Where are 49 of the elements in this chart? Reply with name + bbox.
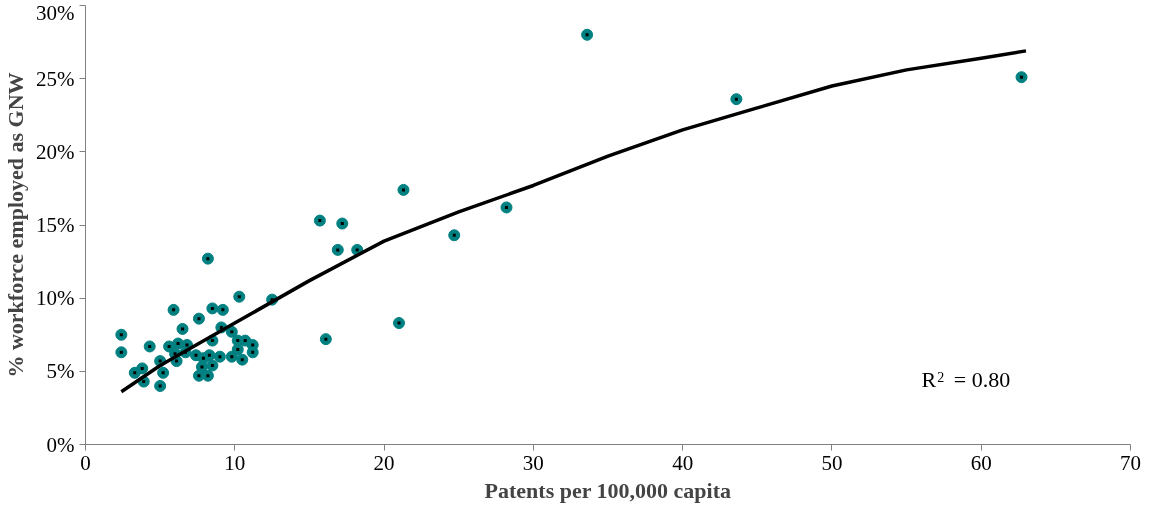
point	[128, 366, 141, 379]
x-tick-label: 50	[821, 450, 843, 475]
point	[336, 217, 349, 230]
point	[216, 303, 229, 316]
x-tick-label: 70	[1120, 450, 1141, 475]
point	[581, 28, 594, 41]
y-tick-label: 30%	[36, 0, 75, 25]
point	[157, 366, 170, 379]
point	[730, 93, 743, 106]
point	[313, 214, 326, 227]
point	[176, 322, 189, 335]
point	[225, 350, 238, 363]
point	[143, 340, 156, 353]
point	[233, 290, 246, 303]
point	[236, 353, 249, 366]
y-tick-label: 10%	[36, 286, 75, 311]
point	[397, 183, 410, 196]
point	[331, 243, 344, 256]
point	[189, 349, 202, 362]
point	[393, 317, 405, 330]
y-tick-label: 20%	[36, 139, 75, 164]
point	[500, 201, 513, 214]
y-tick-label: 0%	[46, 432, 75, 457]
point	[167, 303, 180, 316]
point	[206, 359, 219, 372]
y-tick-label: 15%	[36, 213, 75, 237]
y-tick-label: 25%	[36, 66, 75, 91]
x-tick-label: 60	[970, 450, 992, 475]
point	[115, 328, 128, 341]
x-tick-label: 0	[80, 450, 91, 475]
line-series	[119, 49, 1028, 394]
point	[1015, 71, 1028, 84]
y-axis-title: % workforce employed as GNW	[3, 72, 29, 378]
x-tick-label: 10	[224, 450, 246, 475]
point	[154, 379, 167, 392]
point	[319, 333, 332, 346]
point	[206, 302, 219, 315]
x-tick-label: 30	[522, 450, 544, 475]
point	[115, 346, 128, 359]
x-tick-label: 40	[672, 450, 694, 475]
point	[195, 360, 208, 373]
point	[192, 312, 205, 325]
x-axis-title: Patents per 100,000 capita	[484, 477, 732, 503]
y-tick-label: 5%	[46, 359, 75, 384]
point	[448, 229, 461, 242]
point	[213, 350, 226, 363]
point	[225, 325, 238, 338]
point	[201, 252, 214, 265]
x-tick-label: 20	[373, 450, 395, 475]
